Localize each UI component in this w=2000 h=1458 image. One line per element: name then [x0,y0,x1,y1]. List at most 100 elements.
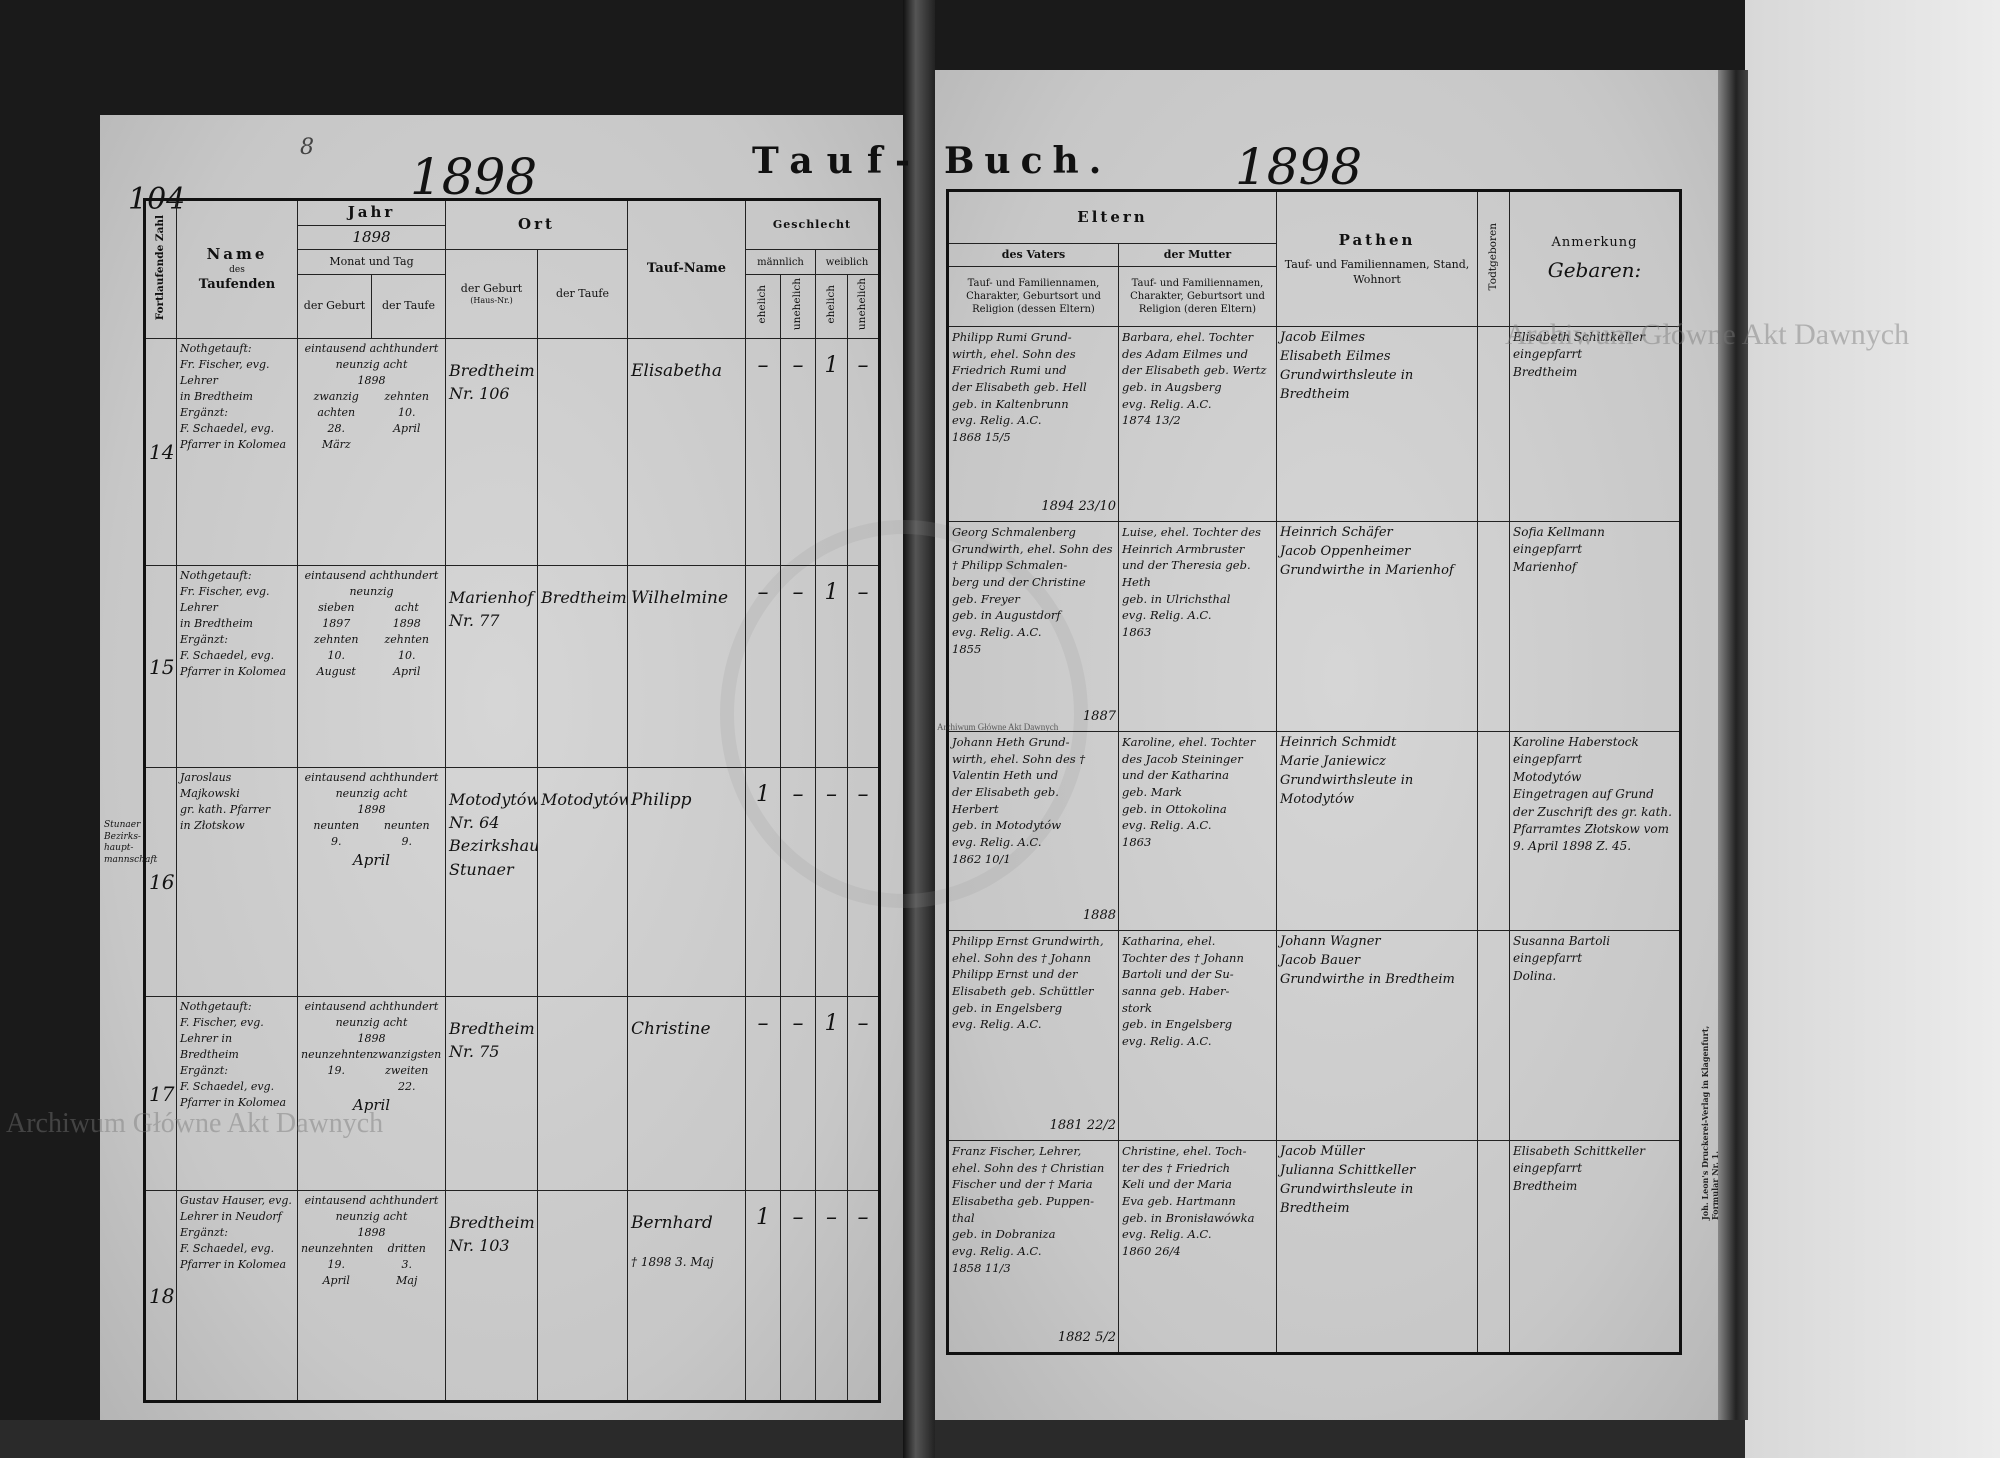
entry-number: 16. [144,767,177,997]
place-of-birth: Bredtheim Nr. 75 [445,996,538,1191]
birth-date: neunzehnten 19. [301,1047,374,1077]
baptismal-name: Bernhard † 1898 3. Maj [627,1190,746,1402]
header-year-value: 1898 [297,224,446,250]
header-month-day: Monat und Tag [297,249,446,275]
year-right: 1898 [1235,138,1363,196]
header-name: Name des Taufenden [176,199,298,339]
entry-number: 17. [144,996,177,1191]
sex-mark: – [846,338,881,566]
father-details: Philipp Ernst Grundwirth, ehel. Sohn des… [947,930,1119,1141]
month: April [352,1095,391,1114]
place-of-birth: Motodytów Nr. 64 Bezirkshauptmannschaft:… [445,767,538,997]
birth-date: neunten 9. [313,818,360,848]
baptism-date: dritten 3. Maj [387,1241,426,1287]
baptism-date: acht 1898 zehnten 10. April [384,600,430,678]
stillborn [1477,521,1511,732]
header-mother: der Mutter [1117,243,1278,267]
sex-mark: – [815,767,848,997]
sex-mark: 1 [815,338,848,566]
remarks: Sofia Kellmann eingepfarrt Marienhof [1509,521,1682,732]
pencil-mark: 8 [300,135,314,160]
father-details: Franz Fischer, Lehrer, ehel. Sohn des † … [947,1140,1119,1354]
baptismal-name: Philipp [627,767,746,997]
place-of-baptism [537,996,628,1191]
baptism-register-right-table: Eltern Pathen Tauf- und Familiennamen, St… [946,189,1683,1355]
place-of-baptism [537,1190,628,1402]
dates-cell: eintausend achthundert neunzig sieben 189… [297,565,446,768]
birth-date: zwanzig achten 28. März [313,389,359,451]
right-page-edge [1718,70,1748,1420]
sex-mark: 1 [815,565,848,768]
place-of-baptism: Bredtheim [537,565,628,768]
header-mother-desc: Tauf- und Familiennamen, Charakter, Gebu… [1117,266,1278,327]
godparents: Heinrich Schmidt Marie Janiewicz Grundwi… [1276,731,1479,931]
marriage-date: 1881 22/2 [1049,1118,1116,1134]
sex-mark: – [846,565,881,768]
sex-mark: 1 [815,996,848,1191]
stillborn [1477,731,1511,931]
year-in-words: eintausend achthundert neunzig acht 1898 [304,1000,439,1045]
register-entry-row: Philipp Rumi Grund- wirth, ehel. Sohn de… [947,326,1682,522]
sex-mark: – [780,565,816,768]
sex-mark: 1 [745,767,781,997]
header-male: männlich [745,249,816,275]
header-female-illegit: unehelich [846,274,881,339]
header-male-illegit: unehelich [780,274,816,339]
header-stillborn: Todtgeboren [1477,190,1511,327]
place-of-birth: Bredtheim Nr. 106 [445,338,538,566]
sex-mark: – [846,996,881,1191]
header-date-birth: der Geburt [297,274,372,339]
header-baptismal-name: Tauf-Name [627,199,746,339]
baptizer: Nothgetauft: Fr. Fischer, evg. Lehrer in… [176,565,298,768]
birth-date: neunzehnten 19. April [301,1241,374,1287]
register-entry-row: 17.Nothgetauft: F. Fischer, evg. Lehrer … [144,996,881,1191]
dates-cell: eintausend achthundert neunzig acht 1898… [297,996,446,1191]
stillborn [1477,1140,1511,1354]
mother-details: Katharina, ehel. Tochter des † Johann Ba… [1117,930,1278,1141]
entry-number: 14. [144,338,177,566]
title-right: Buch. [944,140,1112,182]
year-in-words: eintausend achthundert neunzig acht 1898 [304,1194,439,1239]
marriage-date: 1888 [1082,908,1116,924]
header-male-legit: ehelich [745,274,781,339]
entry-number: 15. [144,565,177,768]
register-entry-row: Philipp Ernst Grundwirth, ehel. Sohn des… [947,930,1682,1141]
register-entry-row: 18.Gustav Hauser, evg. Lehrer in Neudorf… [144,1190,881,1402]
baptizer: Nothgetauft: Fr. Fischer, evg. Lehrer in… [176,338,298,566]
watermark-center: Archiwum Główne Akt Dawnych [937,722,1059,732]
register-entry-row: Johann Heth Grund- wirth, ehel. Sohn des… [947,731,1682,931]
dates-cell: eintausend achthundert neunzig acht 1898… [297,1190,446,1402]
register-entry-row: 16.Jaroslaus Majkowski gr. kath. Pfarrer… [144,767,881,997]
year-in-words: eintausend achthundert neunzig acht 1898 [304,342,439,387]
header-father: des Vaters [947,243,1119,267]
remarks: Susanna Bartoli eingepfarrt Dolina. [1509,930,1682,1141]
place-of-baptism: Motodytów [537,767,628,997]
death-note: † 1898 3. Maj [631,1254,714,1269]
baptizer: Nothgetauft: F. Fischer, evg. Lehrer in … [176,996,298,1191]
register-entry-row: Franz Fischer, Lehrer, ehel. Sohn des † … [947,1140,1682,1354]
baptismal-name: Christine [627,996,746,1191]
header-female: weiblich [814,249,881,275]
sex-mark: – [846,767,881,997]
father-details: Johann Heth Grund- wirth, ehel. Sohn des… [947,731,1119,931]
godparents: Jacob Eilmes Elisabeth Eilmes Grundwirth… [1276,326,1479,522]
register-entry-row: Georg Schmalenberg Grundwirth, ehel. Soh… [947,521,1682,732]
father-details: Philipp Rumi Grund- wirth, ehel. Sohn de… [947,326,1119,522]
header-sex: Geschlecht [744,199,881,250]
sex-mark: 1 [745,1190,781,1402]
register-entry-row: 15.Nothgetauft: Fr. Fischer, evg. Lehrer… [144,565,881,768]
sex-mark: – [745,565,781,768]
place-of-baptism [537,338,628,566]
header-year: Jahr [297,199,446,226]
marriage-date: 1882 5/2 [1057,1330,1116,1346]
sex-mark: – [780,767,816,997]
godparents: Heinrich Schäfer Jacob Oppenheimer Grund… [1276,521,1479,732]
header-father-desc: Tauf- und Familiennamen, Charakter, Gebu… [947,266,1119,327]
remarks: Karoline Haberstock eingepfarrt Motodytó… [1509,731,1682,931]
marriage-date: 1887 [1082,709,1116,725]
place-of-birth: Marienhof Nr. 77 [445,565,538,768]
watermark-bottom-left: Archiwum Główne Akt Dawnych [6,1108,384,1139]
mother-details: Luise, ehel. Tochter des Heinrich Armbru… [1117,521,1278,732]
father-details: Georg Schmalenberg Grundwirth, ehel. Soh… [947,521,1119,732]
scan-background-right [1745,0,2000,1458]
